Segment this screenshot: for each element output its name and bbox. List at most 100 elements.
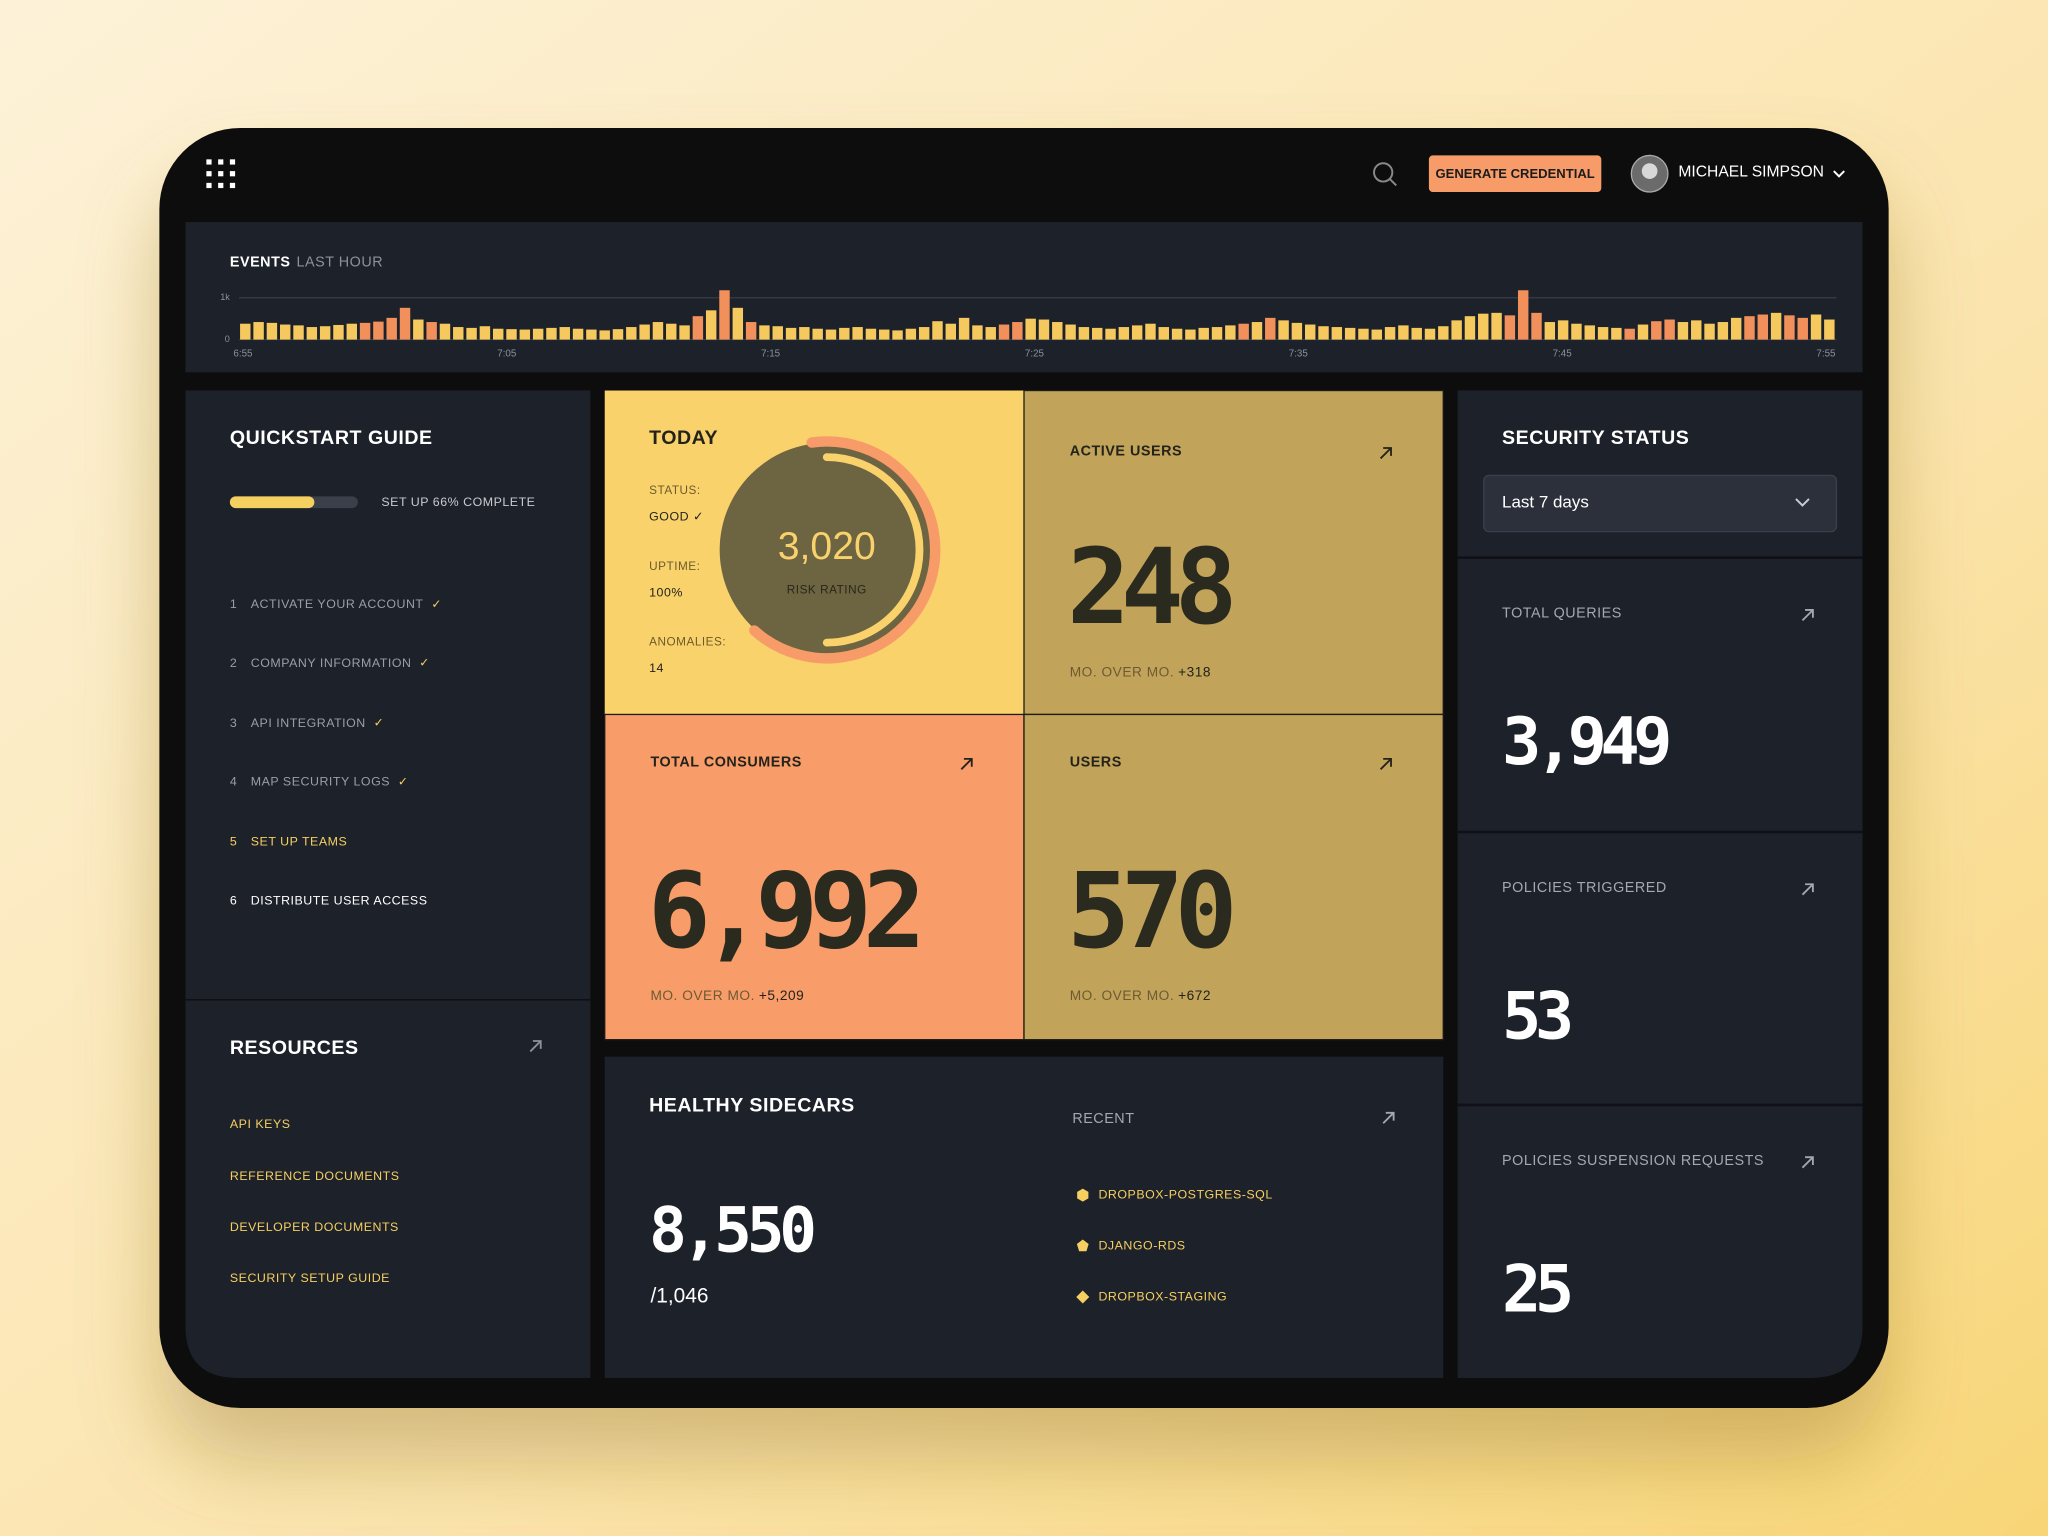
metric-tile (604, 713, 1025, 1041)
recent-item[interactable]: DROPBOX-POSTGRES-SQL (1098, 1187, 1272, 1201)
event-bar (1744, 316, 1755, 340)
event-bar (439, 323, 451, 340)
step-label: API INTEGRATION (251, 716, 366, 730)
event-bar (306, 327, 318, 340)
resources-panel (185, 1000, 591, 1378)
event-bar (1225, 325, 1236, 340)
events-subtitle: LAST HOUR (296, 254, 383, 270)
tile-change-label: MO. OVER MO. (650, 988, 754, 1003)
tile-title: ACTIVE USERS (1070, 444, 1182, 460)
event-bar (492, 328, 504, 340)
user-menu-chevron[interactable] (1833, 170, 1845, 178)
event-bar (399, 307, 411, 340)
menu-dot[interactable] (229, 159, 236, 165)
stat-label: UPTIME: (649, 560, 700, 573)
event-bar (812, 328, 823, 340)
x-tick-label: 7:15 (761, 349, 781, 360)
stat-value: 14 (649, 661, 664, 675)
open-arrow[interactable] (1801, 1156, 1814, 1169)
event-bar (1637, 324, 1649, 340)
step-number: 2 (230, 656, 237, 670)
open-arrow[interactable] (1801, 883, 1814, 896)
step-number: 6 (230, 894, 237, 908)
open-arrow[interactable] (1379, 447, 1392, 460)
event-bar (546, 327, 557, 340)
metric-label: POLICIES TRIGGERED (1502, 880, 1667, 896)
event-bar (1478, 313, 1489, 340)
event-bar (612, 329, 624, 340)
events-title: EVENTS (230, 254, 291, 270)
menu-dot[interactable] (218, 159, 224, 165)
event-bar (1251, 322, 1263, 340)
event-bar (1238, 323, 1249, 340)
stat-value: GOOD ✓ (649, 510, 704, 524)
open-arrow[interactable] (1382, 1111, 1395, 1124)
metric-label: POLICIES SUSPENSION REQUESTS (1502, 1153, 1764, 1169)
risk-disk (719, 442, 934, 657)
range-dropdown[interactable] (1483, 474, 1838, 533)
search-icon[interactable] (1373, 162, 1394, 183)
x-tick-label: 7:35 (1289, 349, 1309, 360)
resource-link[interactable]: REFERENCE DOCUMENTS (230, 1169, 400, 1183)
event-bar (319, 326, 331, 340)
menu-dot[interactable] (206, 171, 212, 177)
event-bar (253, 322, 264, 340)
open-arrow[interactable] (1801, 609, 1814, 622)
user-name: MICHAEL SIMPSON (1678, 164, 1824, 181)
event-bar (1291, 322, 1303, 340)
menu-dot[interactable] (218, 171, 224, 177)
tile-value: 6,992 (648, 850, 918, 972)
menu-dot[interactable] (218, 182, 224, 189)
open-arrow[interactable] (1379, 757, 1392, 770)
menu-dot[interactable] (229, 182, 236, 189)
tile-value: 570 (1067, 850, 1232, 972)
event-bar (799, 327, 810, 340)
event-bar (719, 290, 730, 340)
event-bar (705, 310, 717, 340)
event-bar (1331, 327, 1343, 340)
open-arrow[interactable] (960, 757, 973, 770)
risk-value: 3,020 (778, 525, 876, 568)
range-value: Last 7 days (1502, 492, 1589, 511)
avatar-face (1641, 163, 1658, 179)
event-bar (1304, 324, 1316, 340)
open-arrow[interactable] (529, 1040, 542, 1053)
event-bar (426, 322, 437, 340)
event-bar (879, 329, 890, 340)
event-bar (1517, 290, 1529, 340)
event-bar (1651, 321, 1662, 340)
event-bar (1464, 316, 1476, 340)
event-bar (958, 317, 970, 340)
menu-dot[interactable] (229, 171, 236, 177)
event-bar (586, 329, 597, 340)
progress-label: SET UP 66% COMPLETE (381, 495, 535, 509)
event-bar (479, 326, 491, 340)
event-bar (1584, 325, 1595, 340)
event-bar (1824, 319, 1835, 340)
button-label: GENERATE CREDENTIAL (1435, 166, 1594, 181)
event-bar (1105, 328, 1116, 340)
recent-item[interactable]: DROPBOX-STAGING (1098, 1289, 1227, 1303)
generate-button[interactable] (1428, 155, 1602, 192)
step-number: 3 (230, 716, 237, 730)
event-bar (1012, 322, 1023, 340)
event-bar (1730, 317, 1742, 340)
event-bar (1810, 314, 1822, 340)
tile-title: TOTAL CONSUMERS (650, 755, 801, 771)
event-bar (1424, 328, 1436, 340)
menu-dot[interactable] (206, 182, 212, 189)
event-bar (346, 323, 357, 340)
resource-link[interactable]: DEVELOPER DOCUMENTS (230, 1220, 399, 1234)
event-bar (1557, 320, 1569, 340)
menu-dot[interactable] (206, 159, 212, 165)
event-bar (559, 327, 570, 340)
recent-item[interactable]: DJANGO-RDS (1098, 1238, 1185, 1252)
resource-link[interactable]: SECURITY SETUP GUIDE (230, 1271, 390, 1285)
stat-value: 100% (649, 585, 683, 599)
event-bar (506, 329, 517, 340)
event-bar (266, 322, 278, 340)
event-bar (466, 327, 477, 340)
resource-link[interactable]: API KEYS (230, 1117, 291, 1131)
